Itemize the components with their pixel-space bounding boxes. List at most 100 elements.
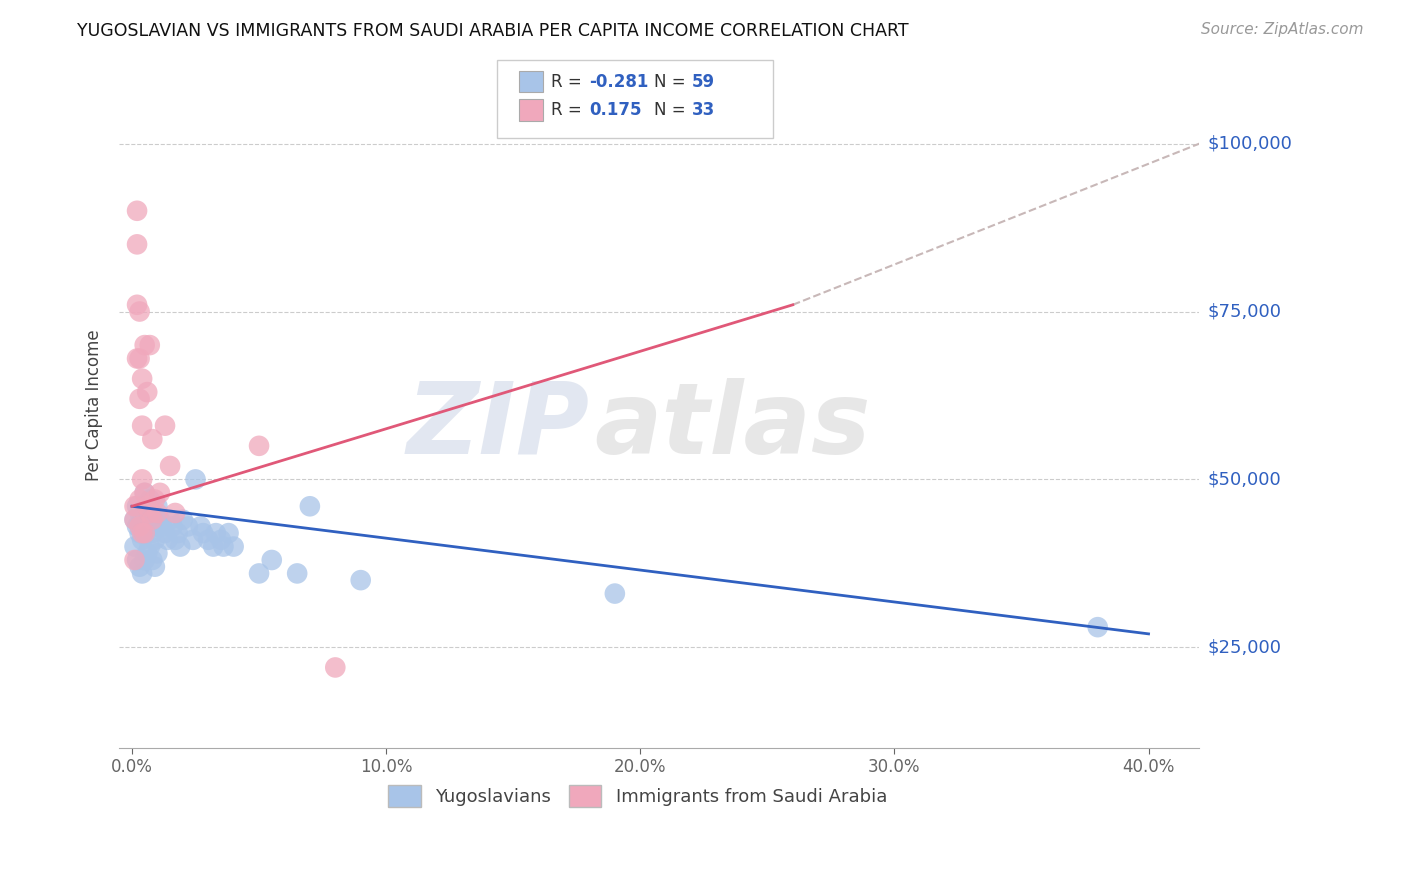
Point: [165, 533, 187, 547]
Text: 59: 59: [692, 72, 714, 90]
Point: [153, 526, 176, 541]
Point: [143, 533, 166, 547]
Point: [1087, 620, 1109, 634]
Point: [205, 526, 228, 541]
Point: [177, 519, 200, 533]
Point: [125, 237, 148, 252]
Text: atlas: atlas: [595, 377, 870, 475]
Text: ZIP: ZIP: [406, 377, 589, 475]
Point: [141, 432, 163, 446]
Point: [141, 506, 163, 520]
Text: N =: N =: [654, 72, 690, 90]
Point: [181, 533, 204, 547]
FancyBboxPatch shape: [519, 70, 543, 93]
Point: [128, 506, 150, 520]
Point: [350, 573, 373, 587]
Point: [247, 566, 270, 581]
Point: [136, 385, 159, 400]
Y-axis label: Per Capita Income: Per Capita Income: [86, 330, 103, 482]
Point: [212, 540, 235, 554]
Point: [172, 513, 194, 527]
Point: [184, 472, 207, 486]
Point: [159, 513, 181, 527]
Point: [131, 472, 153, 486]
Point: [141, 526, 163, 541]
Point: [125, 351, 148, 366]
Point: [285, 566, 308, 581]
Point: [131, 566, 153, 581]
Text: N =: N =: [654, 102, 690, 120]
Point: [152, 519, 174, 533]
Point: [124, 500, 146, 514]
Point: [136, 519, 159, 533]
Point: [125, 519, 148, 533]
Point: [156, 533, 179, 547]
Point: [125, 298, 148, 312]
Point: [136, 500, 159, 514]
Point: [139, 492, 162, 507]
Point: [124, 513, 146, 527]
Point: [141, 513, 163, 527]
Point: [131, 513, 153, 527]
Point: [134, 506, 156, 520]
Point: [134, 526, 156, 541]
Point: [124, 513, 146, 527]
Text: $50,000: $50,000: [1208, 470, 1281, 489]
Legend: Yugoslavians, Immigrants from Saudi Arabia: Yugoslavians, Immigrants from Saudi Arab…: [381, 778, 894, 814]
Point: [260, 553, 283, 567]
Point: [128, 519, 150, 533]
Text: YUGOSLAVIAN VS IMMIGRANTS FROM SAUDI ARABIA PER CAPITA INCOME CORRELATION CHART: YUGOSLAVIAN VS IMMIGRANTS FROM SAUDI ARA…: [77, 22, 908, 40]
Point: [197, 533, 219, 547]
Point: [603, 586, 626, 600]
Point: [131, 526, 153, 541]
Point: [136, 546, 159, 560]
Point: [131, 372, 153, 386]
FancyBboxPatch shape: [519, 99, 543, 121]
Point: [128, 351, 150, 366]
Text: Source: ZipAtlas.com: Source: ZipAtlas.com: [1201, 22, 1364, 37]
Point: [143, 559, 166, 574]
Point: [146, 506, 169, 520]
Point: [128, 304, 150, 318]
Point: [131, 533, 153, 547]
Point: [202, 540, 225, 554]
Point: [139, 338, 162, 352]
Point: [134, 486, 156, 500]
Point: [124, 540, 146, 554]
Point: [146, 519, 169, 533]
Point: [128, 492, 150, 507]
Point: [128, 526, 150, 541]
Point: [222, 540, 245, 554]
Point: [247, 439, 270, 453]
Point: [134, 338, 156, 352]
Point: [191, 526, 214, 541]
Point: [139, 506, 162, 520]
Point: [165, 506, 187, 520]
Point: [218, 526, 240, 541]
Point: [159, 458, 181, 473]
Point: [128, 392, 150, 406]
Point: [153, 418, 176, 433]
Point: [169, 540, 191, 554]
Point: [209, 533, 232, 547]
Point: [134, 486, 156, 500]
Text: $25,000: $25,000: [1208, 639, 1282, 657]
Text: R =: R =: [551, 72, 588, 90]
Point: [166, 526, 188, 541]
Point: [146, 546, 169, 560]
Point: [149, 513, 172, 527]
Text: $75,000: $75,000: [1208, 302, 1282, 320]
Text: 0.175: 0.175: [589, 102, 641, 120]
Point: [146, 500, 169, 514]
Point: [162, 519, 184, 533]
FancyBboxPatch shape: [498, 60, 773, 138]
Point: [128, 559, 150, 574]
Point: [143, 492, 166, 507]
Point: [131, 418, 153, 433]
Point: [125, 553, 148, 567]
Point: [139, 540, 162, 554]
Point: [125, 500, 148, 514]
Point: [323, 660, 346, 674]
Point: [139, 513, 162, 527]
Point: [190, 519, 212, 533]
